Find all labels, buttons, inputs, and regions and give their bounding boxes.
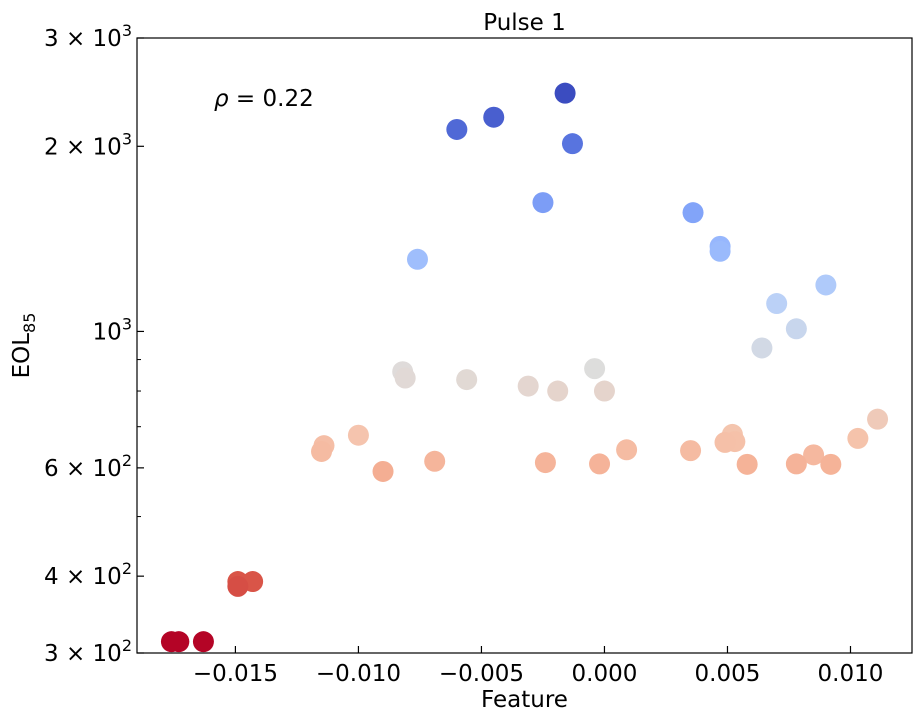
data-point — [446, 118, 468, 140]
x-tick-label: 0.005 — [695, 661, 761, 687]
data-point — [867, 408, 889, 430]
y-axis-label: EOL85 — [9, 313, 39, 379]
data-point — [766, 293, 788, 315]
correlation-annotation: ρ = 0.22 — [214, 86, 314, 112]
y-axis-label-base: EOL — [9, 333, 35, 379]
data-point — [347, 424, 369, 446]
data-point — [554, 82, 576, 104]
rho-symbol: ρ — [214, 86, 229, 112]
y-tick-label: 3 × 103 — [44, 21, 132, 52]
data-point — [682, 202, 704, 224]
y-axis-label-subscript: 85 — [20, 313, 39, 333]
data-point — [406, 248, 428, 270]
x-tick-label: 0.010 — [818, 661, 884, 687]
x-tick-label: −0.015 — [193, 661, 278, 687]
data-point — [593, 380, 615, 402]
plot-frame — [136, 37, 913, 654]
y-tick-label: 6 × 102 — [44, 451, 132, 482]
data-point — [192, 631, 214, 653]
x-tick-label: 0.000 — [572, 661, 638, 687]
y-tick-label: 4 × 102 — [44, 559, 132, 590]
y-tick-label: 2 × 103 — [44, 129, 132, 160]
data-point — [709, 240, 731, 262]
data-point — [616, 439, 638, 461]
data-point — [589, 453, 611, 475]
data-point — [424, 450, 446, 472]
data-point — [517, 375, 539, 397]
data-point — [372, 460, 394, 482]
data-point — [714, 431, 736, 453]
data-point — [534, 452, 556, 474]
x-axis-label: Feature — [481, 687, 568, 713]
data-point — [483, 106, 505, 128]
data-point — [680, 440, 702, 462]
data-point — [736, 453, 758, 475]
data-point — [561, 133, 583, 155]
data-point — [820, 453, 842, 475]
x-tick-label: −0.005 — [439, 661, 524, 687]
data-point — [168, 631, 190, 653]
axis-ticks: −0.015 −0.010 −0.005 0.000 0.005 0.010 3 × 102… — [44, 21, 883, 687]
data-point — [547, 380, 569, 402]
data-point — [815, 274, 837, 296]
data-point — [311, 440, 333, 462]
data-point — [751, 337, 773, 359]
data-point — [456, 369, 478, 391]
y-tick-label: 103 — [93, 314, 132, 345]
x-tick-label: −0.010 — [316, 661, 401, 687]
data-point — [227, 575, 249, 597]
chart-title: Pulse 1 — [483, 10, 566, 36]
data-point — [584, 358, 606, 380]
data-point — [803, 444, 825, 466]
data-point — [785, 453, 807, 475]
y-tick-label: 3 × 102 — [44, 636, 132, 667]
data-points — [160, 82, 889, 653]
data-point — [394, 367, 416, 389]
data-point — [532, 192, 554, 214]
data-point — [847, 427, 869, 449]
rho-value: = 0.22 — [229, 86, 314, 112]
data-point — [785, 318, 807, 340]
